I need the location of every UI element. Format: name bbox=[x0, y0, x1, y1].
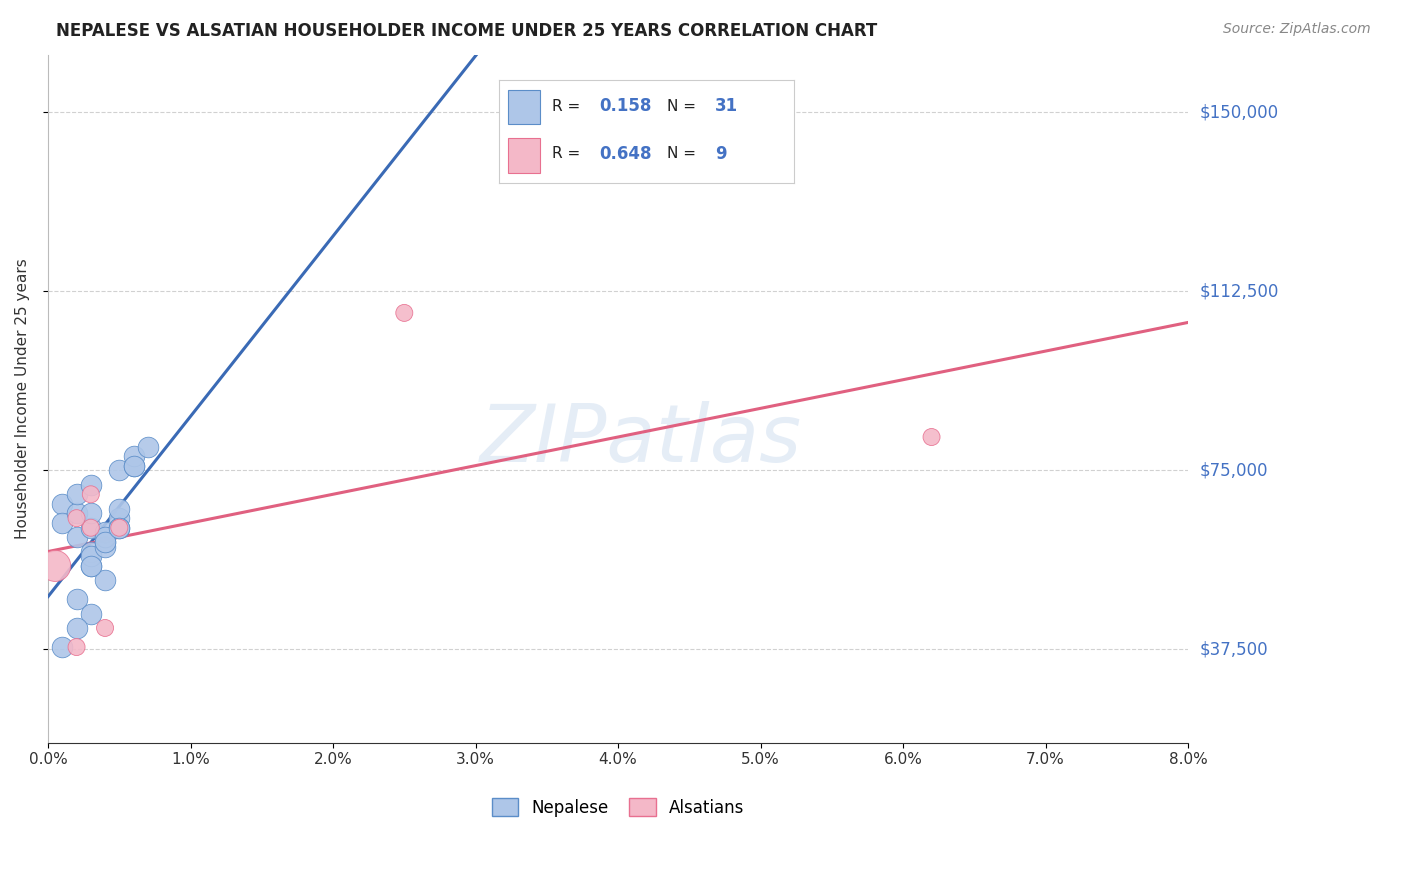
Point bbox=[921, 430, 943, 444]
Text: $75,000: $75,000 bbox=[1199, 461, 1268, 479]
Point bbox=[122, 458, 145, 473]
Point bbox=[80, 558, 103, 573]
Point bbox=[394, 306, 416, 320]
Point bbox=[80, 558, 103, 573]
Y-axis label: Householder Income Under 25 years: Householder Income Under 25 years bbox=[15, 259, 30, 539]
Point bbox=[80, 487, 103, 501]
Point bbox=[94, 530, 117, 544]
Point bbox=[122, 458, 145, 473]
Point bbox=[80, 521, 103, 535]
Point bbox=[108, 521, 131, 535]
Point bbox=[65, 511, 87, 525]
Point bbox=[94, 535, 117, 549]
Point bbox=[80, 477, 103, 491]
Point bbox=[94, 540, 117, 554]
Text: 9: 9 bbox=[714, 145, 727, 162]
Bar bbox=[508, 89, 540, 124]
Text: $37,500: $37,500 bbox=[1199, 640, 1268, 658]
Point bbox=[44, 558, 66, 573]
Point bbox=[122, 449, 145, 463]
Point bbox=[51, 516, 73, 530]
Point bbox=[80, 521, 103, 535]
Point bbox=[80, 507, 103, 521]
Text: 0.648: 0.648 bbox=[599, 145, 652, 162]
Text: 31: 31 bbox=[714, 97, 738, 115]
Text: N =: N = bbox=[668, 146, 702, 161]
Text: $150,000: $150,000 bbox=[1199, 103, 1278, 121]
Point bbox=[65, 592, 87, 607]
Text: Source: ZipAtlas.com: Source: ZipAtlas.com bbox=[1223, 22, 1371, 37]
Point bbox=[80, 549, 103, 564]
Point bbox=[108, 521, 131, 535]
Bar bbox=[508, 137, 540, 173]
Legend: Nepalese, Alsatians: Nepalese, Alsatians bbox=[485, 791, 751, 823]
Text: 0.158: 0.158 bbox=[599, 97, 652, 115]
Text: NEPALESE VS ALSATIAN HOUSEHOLDER INCOME UNDER 25 YEARS CORRELATION CHART: NEPALESE VS ALSATIAN HOUSEHOLDER INCOME … bbox=[56, 22, 877, 40]
Point bbox=[51, 497, 73, 511]
Text: N =: N = bbox=[668, 99, 702, 114]
Point bbox=[108, 511, 131, 525]
Point bbox=[108, 501, 131, 516]
Point bbox=[65, 530, 87, 544]
Point bbox=[136, 440, 159, 454]
Text: R =: R = bbox=[553, 99, 585, 114]
Text: R =: R = bbox=[553, 146, 585, 161]
Point bbox=[108, 463, 131, 477]
Point bbox=[108, 521, 131, 535]
Point bbox=[80, 544, 103, 558]
Point bbox=[94, 535, 117, 549]
Point bbox=[65, 621, 87, 635]
Point bbox=[51, 640, 73, 654]
Point bbox=[80, 607, 103, 621]
Point bbox=[94, 525, 117, 540]
Point bbox=[65, 640, 87, 654]
Text: $112,500: $112,500 bbox=[1199, 283, 1278, 301]
Text: ZIPatlas: ZIPatlas bbox=[479, 401, 801, 479]
Point bbox=[65, 487, 87, 501]
Point bbox=[94, 573, 117, 587]
Point bbox=[65, 507, 87, 521]
Point bbox=[94, 621, 117, 635]
